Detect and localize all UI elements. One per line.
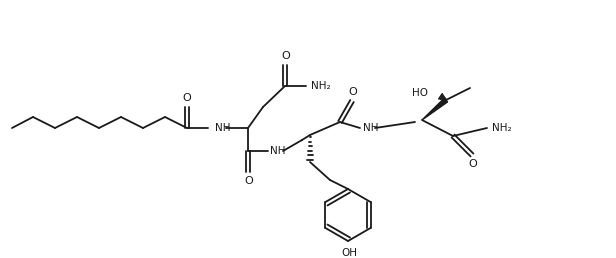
- Text: NH: NH: [215, 123, 230, 133]
- Text: NH: NH: [363, 123, 378, 133]
- Text: O: O: [349, 87, 357, 97]
- Text: NH₂: NH₂: [311, 81, 331, 91]
- Text: O: O: [469, 159, 477, 169]
- Polygon shape: [422, 98, 448, 120]
- Text: O: O: [245, 176, 253, 186]
- Text: NH: NH: [270, 146, 285, 156]
- Text: O: O: [182, 93, 192, 103]
- Text: OH: OH: [341, 248, 357, 258]
- Text: HO: HO: [412, 88, 428, 98]
- Text: NH₂: NH₂: [492, 123, 512, 133]
- Text: O: O: [282, 51, 290, 61]
